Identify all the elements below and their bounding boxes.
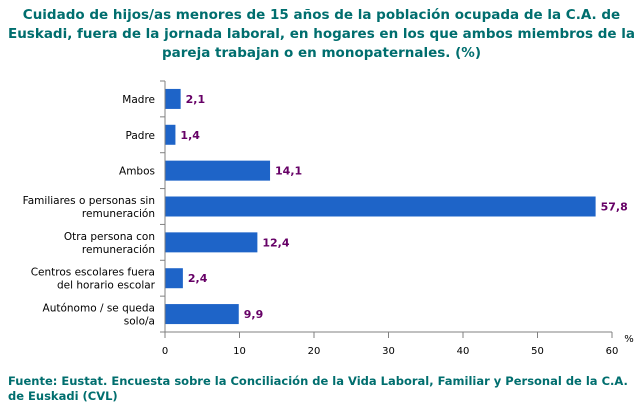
bar-6: [165, 304, 239, 325]
category-label-3-line-0: Familiares o personas sin: [23, 195, 155, 207]
x-tick-label-6: 60: [606, 346, 619, 357]
category-label-2: Ambos: [119, 166, 155, 178]
x-tick-label-2: 20: [308, 346, 321, 357]
category-label-1: Padre: [125, 130, 155, 142]
data-label-4: 12,4: [262, 236, 289, 249]
bar-chart: Madre 2,1 Padre 1,4 Ambos 14,1 Familiares o pe…: [23, 80, 634, 357]
bar-3: [165, 196, 596, 217]
data-label-1: 1,4: [180, 129, 200, 142]
data-label-5: 2,4: [188, 272, 208, 285]
bar-5: [165, 268, 183, 289]
category-label-0: Madre: [122, 94, 155, 106]
data-label-2: 14,1: [275, 165, 302, 178]
category-label-5-line-0: Centros escolares fuera: [31, 267, 155, 279]
category-label-4-line-0: Otra persona con: [64, 231, 155, 243]
bar-1: [165, 124, 176, 145]
x-tick-label-4: 40: [457, 346, 470, 357]
x-tick-label-5: 50: [531, 346, 544, 357]
bar-2: [165, 160, 271, 181]
x-axis-label: %: [624, 334, 634, 345]
x-tick-label-1: 10: [233, 346, 246, 357]
chart-title: Cuidado de hijos/as menores de 15 años d…: [7, 7, 636, 61]
x-tick-label-0: 0: [162, 346, 168, 357]
category-label-6-line-0: Autónomo / se queda: [43, 303, 155, 315]
bar-0: [165, 88, 181, 109]
x-tick-label-3: 30: [382, 346, 395, 357]
category-label-6-line-1: solo/a: [124, 316, 155, 328]
bar-4: [165, 232, 258, 253]
category-label-5-line-1: del horario escolar: [57, 280, 156, 292]
data-label-0: 2,1: [186, 93, 206, 106]
category-label-4-line-1: remuneración: [82, 244, 155, 256]
data-label-3: 57,8: [601, 201, 628, 214]
category-label-3-line-1: remuneración: [82, 208, 155, 220]
source-note: Fuente: Eustat. Encuesta sobre la Concil…: [8, 374, 628, 403]
data-label-6: 9,9: [244, 308, 264, 321]
